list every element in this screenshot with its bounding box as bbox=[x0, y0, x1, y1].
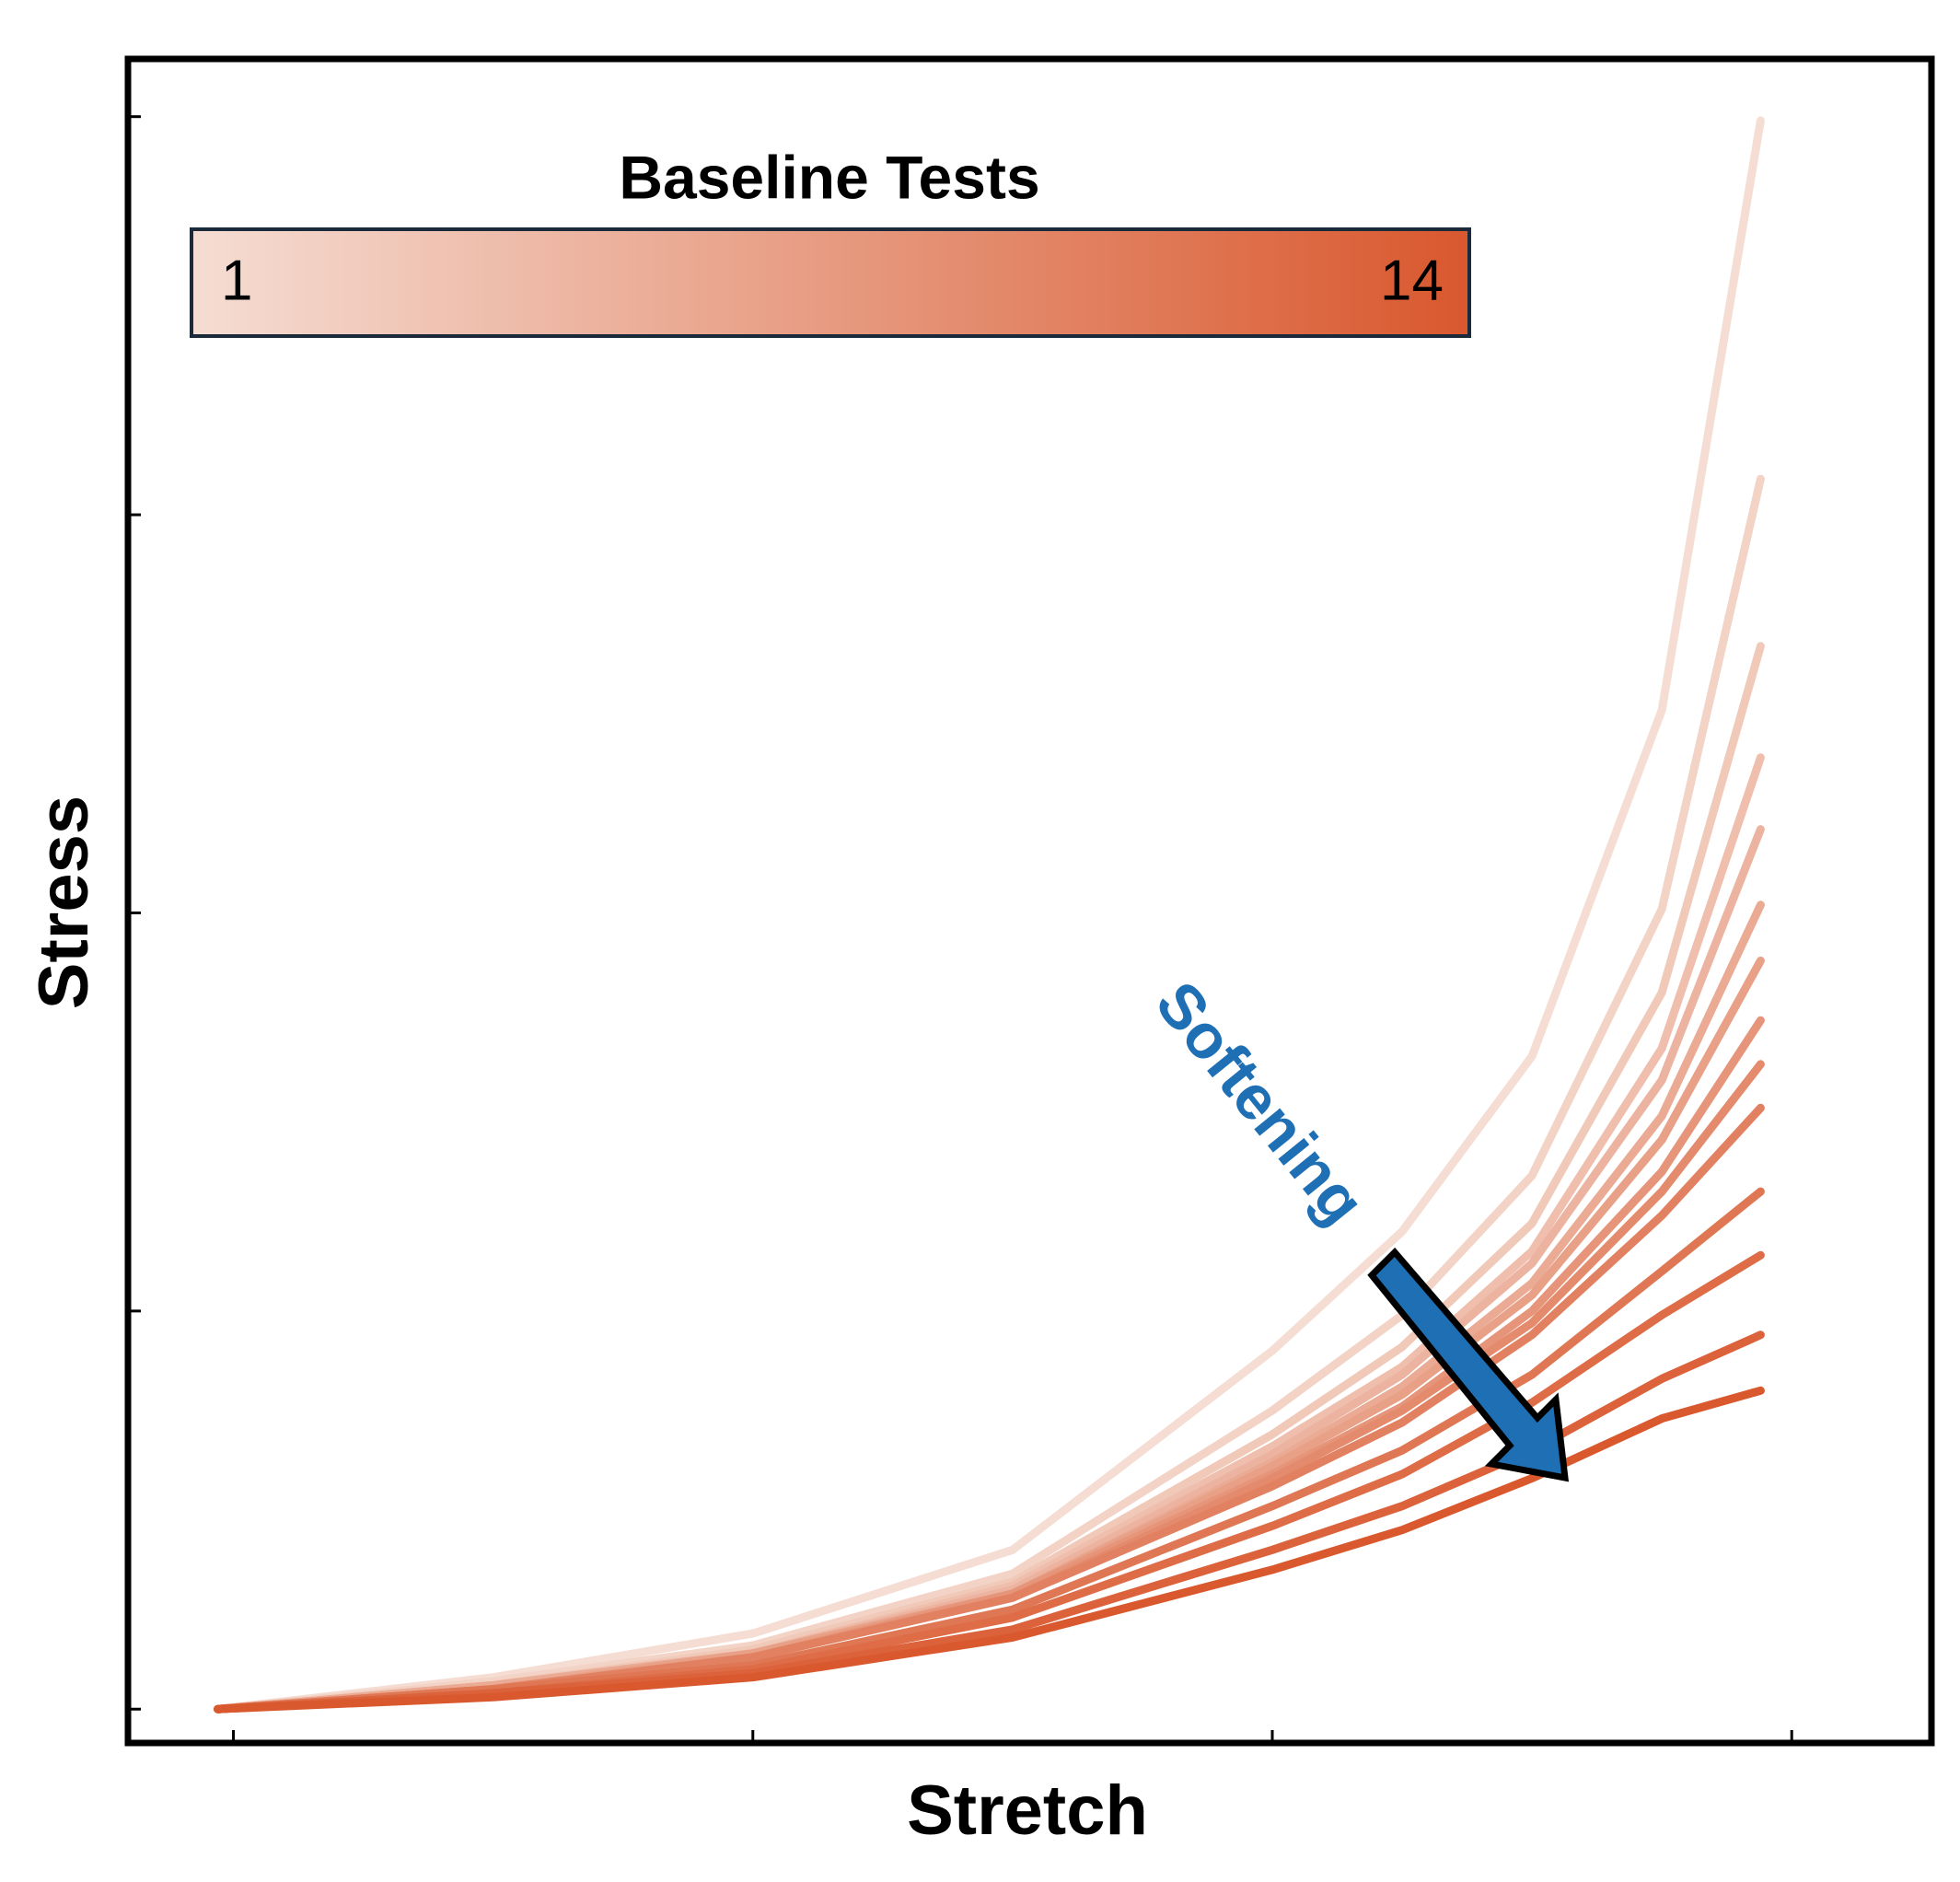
colorbar-title: Baseline Tests bbox=[619, 143, 1039, 211]
x-axis-label: Stretch bbox=[907, 1772, 1148, 1850]
plot-area bbox=[128, 115, 1793, 1743]
annotation-text: Softening bbox=[1142, 969, 1378, 1237]
colorbar bbox=[190, 227, 1471, 338]
y-axis-label: Stress bbox=[25, 796, 103, 1009]
series-line bbox=[214, 474, 1765, 1714]
series-line bbox=[214, 1330, 1765, 1714]
series-line bbox=[214, 753, 1765, 1714]
colorbar-max-label: 14 bbox=[1380, 249, 1444, 312]
colorbar-min-label: 1 bbox=[221, 249, 252, 312]
series-line bbox=[214, 1386, 1765, 1714]
plot-frame bbox=[124, 55, 1935, 1747]
annotation-arrow bbox=[1367, 1247, 1570, 1482]
series-line bbox=[214, 116, 1765, 1714]
